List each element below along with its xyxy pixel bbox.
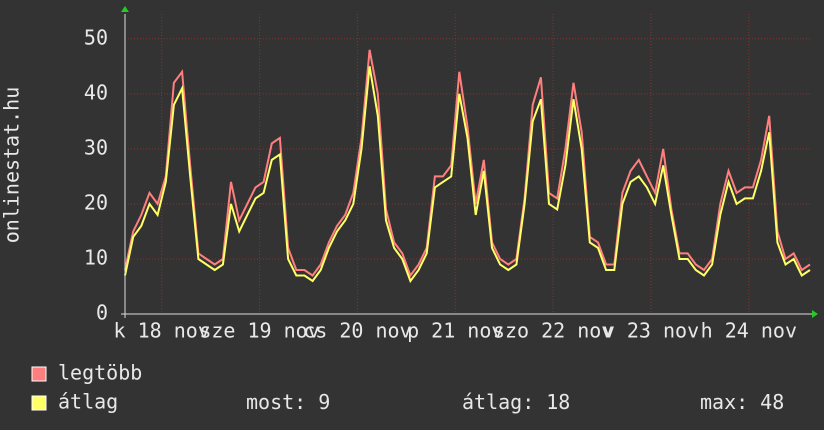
series-line — [124, 66, 811, 284]
stat-label: most: — [246, 390, 306, 414]
x-tick-label: cs 20 nov — [303, 319, 411, 343]
y-tick-label: 30 — [84, 135, 108, 159]
y-tick-label: 10 — [84, 245, 108, 269]
stat-value: 48 — [760, 390, 784, 414]
stat: átlag: 18 — [462, 390, 570, 414]
legend-swatch — [31, 366, 47, 382]
x-arrow — [812, 310, 818, 318]
legend-label: átlag — [58, 390, 118, 414]
x-tick-label: h 24 nov — [701, 319, 797, 343]
x-tick-label: p 21 nov — [407, 319, 503, 343]
stat: max: 48 — [700, 390, 784, 414]
y-tick-label: 40 — [84, 80, 108, 104]
y-tick-label: 0 — [96, 301, 108, 325]
y-axis-label: onlinestat.hu — [0, 87, 24, 244]
legend-swatch — [31, 395, 47, 411]
y-tick-label: 50 — [84, 25, 108, 49]
legend-label: legtöbb — [58, 361, 142, 385]
x-tick-label: k 18 nov — [114, 319, 210, 343]
stat: most: 9 — [246, 390, 330, 414]
y-tick-label: 20 — [84, 190, 108, 214]
series-line — [124, 49, 811, 278]
plot — [124, 14, 811, 315]
legend: legtöbb átlag most: 9 átlag: 18 max: 48 — [31, 361, 784, 414]
stat-value: 9 — [318, 390, 330, 414]
y-arrow — [121, 6, 129, 12]
stat-label: max: — [700, 390, 748, 414]
x-tick-label: sze 19 nov — [199, 319, 319, 343]
x-tick-label: szo 22 nov — [493, 319, 613, 343]
x-tick-label: v 23 nov — [603, 319, 699, 343]
stat-value: 18 — [546, 390, 570, 414]
stat-label: átlag: — [462, 390, 534, 414]
